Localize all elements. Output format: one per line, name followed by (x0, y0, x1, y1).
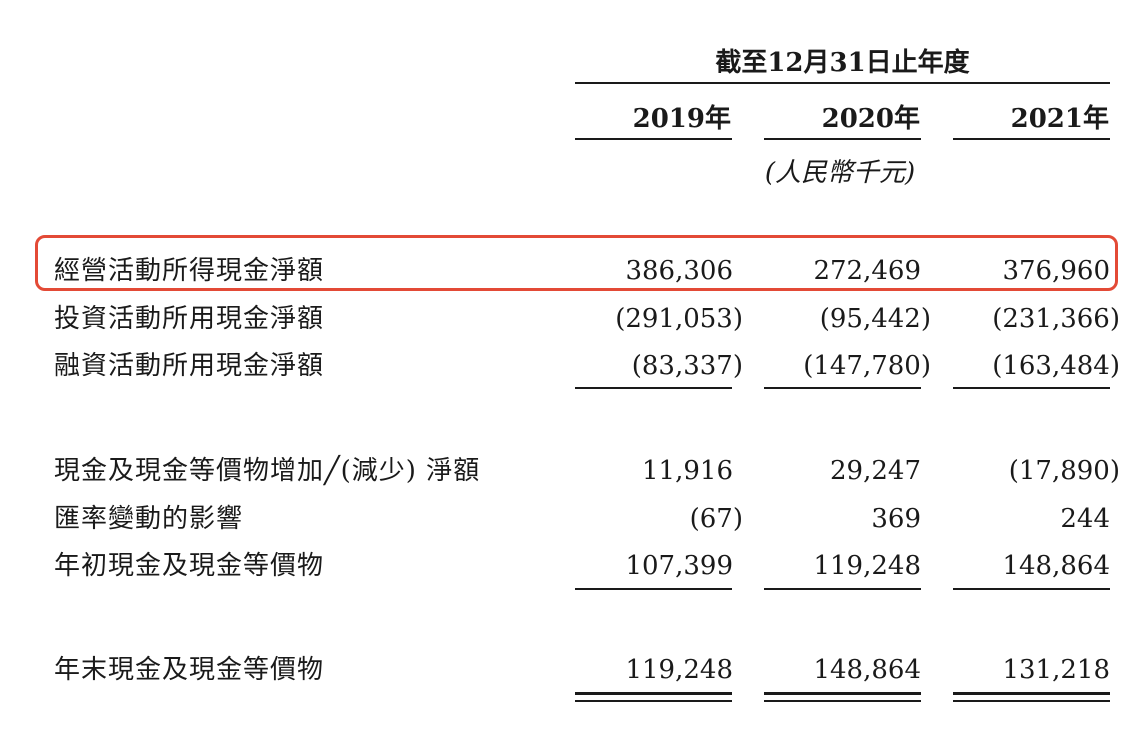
row-label-ending-cash: 年末現金及現金等價物 (54, 655, 325, 685)
row-value: 376,960 (1002, 256, 1110, 286)
row-value: 244 (1060, 504, 1110, 534)
row-label-investing: 投資活動所用現金淨額 (54, 304, 325, 334)
row-label-net-change: 現金及現金等價物增加╱(減少) 淨額 (54, 456, 481, 486)
row-value: 148,864 (1002, 551, 1110, 581)
row-value: 148,864 (813, 655, 921, 685)
row-value: 29,247 (830, 456, 921, 486)
subtotal-rule (575, 387, 732, 389)
total-double-rule-bottom (953, 700, 1110, 702)
row-value: 119,248 (813, 551, 921, 581)
row-value: (291,053) (615, 304, 743, 334)
total-double-rule-top (575, 692, 732, 695)
highlight-box (35, 235, 1118, 291)
row-value: 272,469 (813, 256, 921, 286)
total-double-rule-bottom (764, 700, 921, 702)
subtotal-rule (953, 588, 1110, 590)
row-label-beginning-cash: 年初現金及現金等價物 (54, 551, 325, 581)
subtotal-rule (953, 387, 1110, 389)
row-value: 386,306 (625, 256, 733, 286)
total-double-rule-top (953, 692, 1110, 695)
year-underline (764, 138, 921, 140)
row-value: (95,442) (819, 304, 931, 334)
year-underline (953, 138, 1110, 140)
year-underline (575, 138, 732, 140)
row-value: 131,218 (1002, 655, 1110, 685)
row-value: 107,399 (625, 551, 733, 581)
subtotal-rule (764, 588, 921, 590)
total-double-rule-bottom (575, 700, 732, 702)
row-value: 11,916 (642, 456, 733, 486)
period-underline (575, 82, 1110, 84)
row-value: (67) (689, 504, 743, 534)
year-header-2020: 2020年 (821, 104, 920, 134)
row-value: (17,890) (1008, 456, 1120, 486)
subtotal-rule (764, 387, 921, 389)
subtotal-rule (575, 588, 732, 590)
total-double-rule-top (764, 692, 921, 695)
unit-label: (人民幣千元) (764, 158, 916, 188)
year-header-2019: 2019年 (632, 104, 731, 134)
row-value: (83,337) (631, 351, 743, 381)
row-value: (231,366) (992, 304, 1120, 334)
row-label-financing: 融資活動所用現金淨額 (54, 351, 325, 381)
row-value: (163,484) (992, 351, 1120, 381)
row-value: 369 (871, 504, 921, 534)
row-label-operating: 經營活動所得現金淨額 (54, 256, 325, 286)
row-label-fx-effect: 匯率變動的影響 (54, 504, 244, 534)
row-value: 119,248 (625, 655, 733, 685)
row-value: (147,780) (803, 351, 931, 381)
period-header: 截至12月31日止年度 (715, 48, 970, 78)
year-header-2021: 2021年 (1010, 104, 1109, 134)
